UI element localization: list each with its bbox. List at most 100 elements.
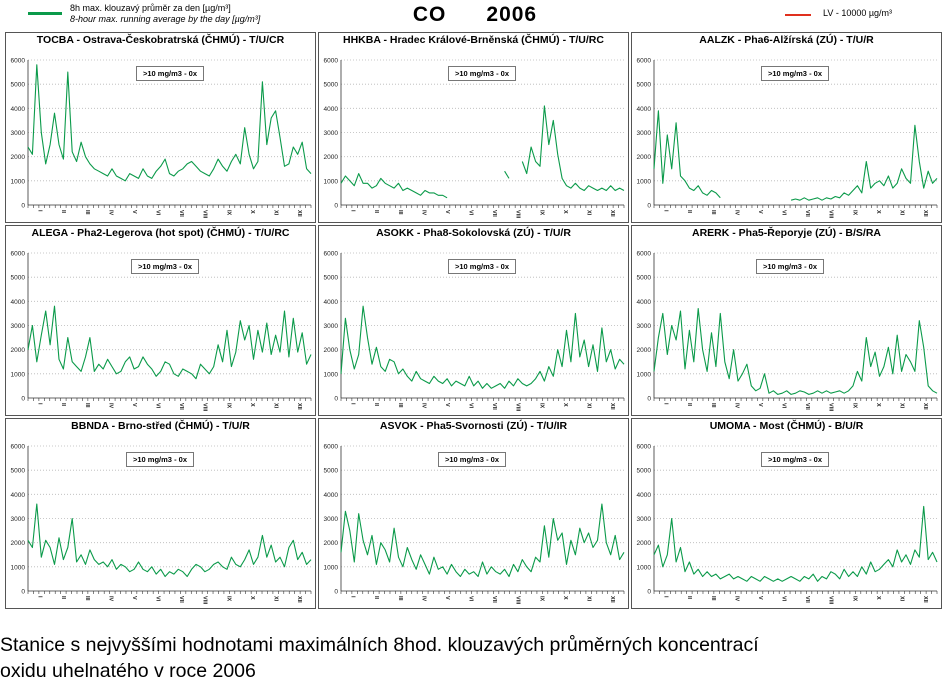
x-tick-label: IX [851, 596, 857, 602]
x-tick-label: VII [178, 403, 184, 410]
y-tick-label: 6000 [11, 251, 26, 258]
x-tick-label: IX [538, 596, 544, 602]
x-tick-label: V [757, 210, 763, 214]
legend-limit-label: LV - 10000 µg/m³ [823, 8, 893, 18]
y-tick-label: 6000 [324, 251, 339, 258]
y-tick-label: 4000 [324, 299, 339, 306]
series-line [653, 110, 938, 201]
y-tick-label: 3000 [637, 516, 652, 523]
y-tick-label: 4000 [11, 299, 26, 306]
station-panel: BBNDA - Brno-střed (ČHMÚ) - T/U/R >10 mg/… [5, 418, 316, 609]
x-tick-label: VII [491, 403, 497, 410]
x-tick-label: X [249, 596, 255, 600]
x-tick-label: I [37, 596, 43, 598]
x-tick-label: III [397, 403, 403, 408]
y-tick-label: 3000 [637, 130, 652, 137]
y-tick-label: 2000 [11, 154, 26, 161]
x-tick-label: XII [296, 210, 302, 217]
x-tick-label: IV [733, 210, 739, 216]
y-tick-label: 0 [334, 396, 338, 403]
series-line [27, 305, 312, 380]
y-tick-label: 4000 [637, 106, 652, 113]
exceedance-note: >10 mg/m3 - 0x [126, 452, 194, 467]
x-tick-label: XII [922, 596, 928, 603]
series-line [340, 305, 625, 389]
panel-title: UMOMA - Most (ČHMÚ) - B/U/R [709, 420, 864, 432]
x-tick-label: VIII [202, 403, 208, 412]
y-tick-label: 4000 [11, 106, 26, 113]
y-tick-label: 1000 [637, 371, 652, 378]
y-tick-label: 2000 [637, 540, 652, 547]
x-tick-label: IX [538, 210, 544, 216]
y-tick-label: 5000 [11, 82, 26, 89]
station-panel: ALEGA - Pha2-Legerova (hot spot) (ČHMÚ) … [5, 225, 316, 416]
x-tick-label: IV [107, 403, 113, 409]
caption-line-2: oxidu uhelnatého v roce 2006 [0, 660, 256, 682]
panel-title: AALZK - Pha6-Alžírská (ZÚ) - T/U/R [699, 34, 874, 46]
x-tick-label: XII [922, 210, 928, 217]
x-tick-label: X [562, 596, 568, 600]
station-panel: TOCBA - Ostrava-Českobratrská (ČHMÚ) - T… [5, 32, 316, 223]
x-tick-label: VI [468, 210, 474, 216]
exceedance-note: >10 mg/m3 - 0x [761, 66, 829, 81]
x-tick-label: VI [155, 210, 161, 216]
y-tick-label: 1000 [324, 371, 339, 378]
legend-limit-swatch [785, 14, 811, 16]
x-tick-label: VIII [828, 403, 834, 412]
x-tick-label: VII [178, 210, 184, 217]
y-tick-label: 3000 [324, 130, 339, 137]
x-tick-label: IX [225, 210, 231, 216]
x-tick-label: XI [898, 403, 904, 409]
x-tick-label: V [131, 210, 137, 214]
x-tick-label: VI [781, 210, 787, 216]
series-line [653, 505, 938, 582]
y-tick-label: 2000 [637, 347, 652, 354]
x-tick-label: IV [733, 596, 739, 602]
station-panel: AALZK - Pha6-Alžírská (ZÚ) - T/U/R >10 mg… [631, 32, 942, 223]
exceedance-note: >10 mg/m3 - 0x [131, 259, 199, 274]
y-tick-label: 0 [21, 203, 25, 210]
series-line [27, 503, 312, 578]
x-tick-label: II [60, 596, 66, 600]
x-tick-label: VII [491, 596, 497, 603]
x-tick-label: VII [804, 403, 810, 410]
x-tick-label: VI [155, 403, 161, 409]
x-tick-label: III [84, 403, 90, 408]
y-tick-label: 6000 [324, 444, 339, 451]
y-tick-label: 2000 [324, 540, 339, 547]
y-tick-label: 3000 [324, 516, 339, 523]
y-tick-label: 2000 [324, 347, 339, 354]
y-tick-label: 2000 [324, 154, 339, 161]
x-tick-label: III [710, 210, 716, 215]
x-tick-label: IX [851, 403, 857, 409]
exceedance-note: >10 mg/m3 - 0x [136, 66, 204, 81]
x-tick-label: XII [922, 403, 928, 410]
y-tick-label: 0 [647, 203, 651, 210]
page-title: CO 2006 [0, 3, 950, 27]
y-tick-label: 3000 [637, 323, 652, 330]
y-tick-label: 1000 [324, 178, 339, 185]
x-tick-label: XII [609, 596, 615, 603]
y-tick-label: 1000 [324, 564, 339, 571]
y-tick-label: 0 [21, 589, 25, 596]
title-pollutant: CO [412, 3, 447, 26]
x-tick-label: III [710, 403, 716, 408]
x-tick-label: II [373, 210, 379, 214]
legend-series-label-cz: 8h max. klouzavý průměr za den [µg/m³] [70, 3, 231, 13]
series-line [653, 308, 938, 395]
y-tick-label: 3000 [324, 323, 339, 330]
x-tick-label: IV [420, 403, 426, 409]
exceedance-note: >10 mg/m3 - 0x [448, 259, 516, 274]
y-tick-label: 5000 [637, 275, 652, 282]
x-tick-label: X [875, 403, 881, 407]
x-tick-label: III [84, 210, 90, 215]
x-tick-label: XII [609, 403, 615, 410]
x-tick-label: IX [225, 403, 231, 409]
y-tick-label: 3000 [11, 323, 26, 330]
x-tick-label: V [757, 403, 763, 407]
